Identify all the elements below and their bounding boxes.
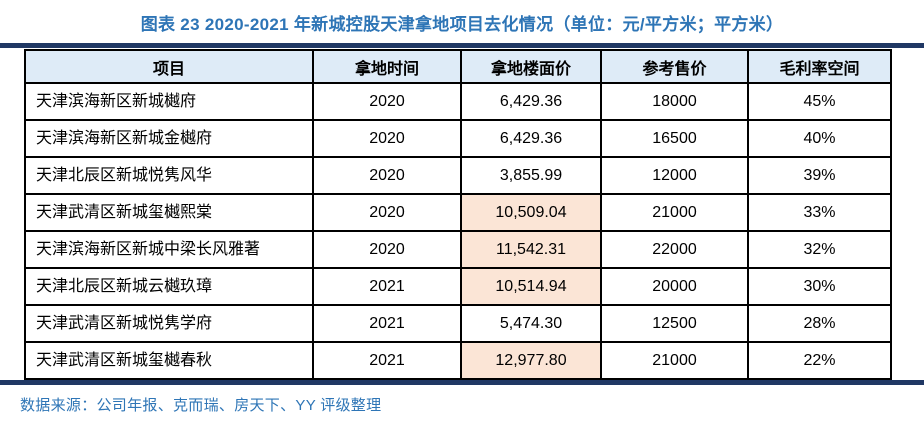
data-source: 数据来源：公司年报、克而瑞、房天下、YY 评级整理 xyxy=(20,397,382,414)
cell-year: 2020 xyxy=(312,119,462,158)
cell-margin: 32% xyxy=(747,230,892,269)
cell-margin: 22% xyxy=(747,341,892,380)
cell-year: 2020 xyxy=(312,82,462,121)
cell-floor_price: 6,429.36 xyxy=(460,82,602,121)
table-row: 天津北辰区新城云樾玖璋 2021 10,514.94 20000 30% xyxy=(24,267,892,306)
cell-project: 天津武清区新城玺樾春秋 xyxy=(24,341,314,380)
cell-ref_price: 16500 xyxy=(600,119,749,158)
cell-year: 2020 xyxy=(312,230,462,269)
table-body: 天津滨海新区新城樾府 2020 6,429.36 18000 45% 天津滨海新区新城金樾… xyxy=(24,82,892,380)
cell-ref_price: 12000 xyxy=(600,156,749,195)
cell-floor_price: 3,855.99 xyxy=(460,156,602,195)
cell-project: 天津滨海新区新城中梁长风雅著 xyxy=(24,230,314,269)
cell-project: 天津北辰区新城云樾玖璋 xyxy=(24,267,314,306)
cell-floor_price: 5,474.30 xyxy=(460,304,602,343)
land-projects-table: 项目 拿地时间 拿地楼面价 参考售价 毛利率空间 天津滨海新区新城樾府 2020 6,429… xyxy=(24,49,892,380)
cell-ref_price: 20000 xyxy=(600,267,749,306)
cell-project: 天津滨海新区新城樾府 xyxy=(24,82,314,121)
column-header: 参考售价 xyxy=(600,49,749,84)
cell-ref_price: 12500 xyxy=(600,304,749,343)
top-divider xyxy=(0,43,924,48)
cell-floor_price: 10,509.04 xyxy=(460,193,602,232)
column-header: 毛利率空间 xyxy=(747,49,892,84)
cell-margin: 33% xyxy=(747,193,892,232)
cell-project: 天津滨海新区新城金樾府 xyxy=(24,119,314,158)
cell-margin: 28% xyxy=(747,304,892,343)
report-figure: 图表 23 2020-2021 年新城控股天津拿地项目去化情况（单位：元/平方米… xyxy=(0,15,924,414)
cell-year: 2020 xyxy=(312,193,462,232)
cell-floor_price: 11,542.31 xyxy=(460,230,602,269)
cell-margin: 45% xyxy=(747,82,892,121)
table-row: 天津武清区新城悦隽学府 2021 5,474.30 12500 28% xyxy=(24,304,892,343)
figure-title: 图表 23 2020-2021 年新城控股天津拿地项目去化情况（单位：元/平方米… xyxy=(140,15,784,34)
bottom-divider xyxy=(0,380,924,385)
cell-year: 2021 xyxy=(312,267,462,306)
cell-margin: 30% xyxy=(747,267,892,306)
table-row: 天津滨海新区新城中梁长风雅著 2020 11,542.31 22000 32% xyxy=(24,230,892,269)
cell-ref_price: 21000 xyxy=(600,193,749,232)
column-header: 拿地楼面价 xyxy=(460,49,602,84)
cell-margin: 40% xyxy=(747,119,892,158)
cell-floor_price: 10,514.94 xyxy=(460,267,602,306)
table-row: 天津滨海新区新城樾府 2020 6,429.36 18000 45% xyxy=(24,82,892,121)
table-row: 天津滨海新区新城金樾府 2020 6,429.36 16500 40% xyxy=(24,119,892,158)
cell-year: 2020 xyxy=(312,156,462,195)
column-header: 项目 xyxy=(24,49,314,84)
table-row: 天津武清区新城玺樾春秋 2021 12,977.80 21000 22% xyxy=(24,341,892,380)
cell-year: 2021 xyxy=(312,341,462,380)
table-row: 天津北辰区新城悦隽风华 2020 3,855.99 12000 39% xyxy=(24,156,892,195)
cell-ref_price: 22000 xyxy=(600,230,749,269)
column-header: 拿地时间 xyxy=(312,49,462,84)
cell-ref_price: 21000 xyxy=(600,341,749,380)
cell-project: 天津武清区新城悦隽学府 xyxy=(24,304,314,343)
cell-project: 天津北辰区新城悦隽风华 xyxy=(24,156,314,195)
cell-project: 天津武清区新城玺樾熙棠 xyxy=(24,193,314,232)
cell-year: 2021 xyxy=(312,304,462,343)
table-row: 天津武清区新城玺樾熙棠 2020 10,509.04 21000 33% xyxy=(24,193,892,232)
cell-floor_price: 12,977.80 xyxy=(460,341,602,380)
cell-margin: 39% xyxy=(747,156,892,195)
table-header-row: 项目 拿地时间 拿地楼面价 参考售价 毛利率空间 xyxy=(24,49,892,84)
cell-floor_price: 6,429.36 xyxy=(460,119,602,158)
cell-ref_price: 18000 xyxy=(600,82,749,121)
